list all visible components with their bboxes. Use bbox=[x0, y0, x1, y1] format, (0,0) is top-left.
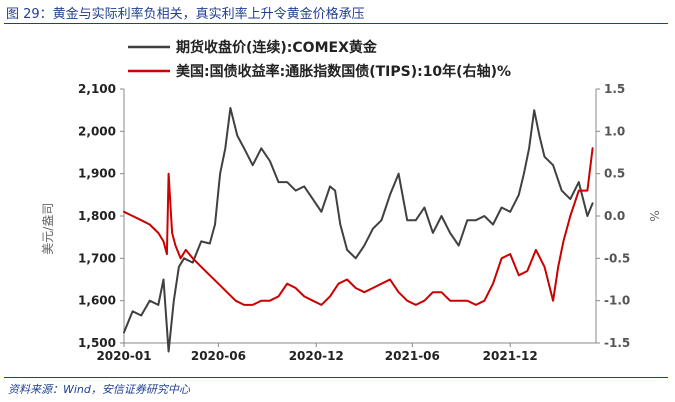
left-tick-label: 2,000 bbox=[78, 124, 116, 138]
right-axis-title: % bbox=[647, 210, 661, 221]
right-tick-label: -0.5 bbox=[604, 251, 630, 265]
left-tick-label: 2,100 bbox=[78, 82, 116, 96]
x-tick-label: 2020-01 bbox=[96, 349, 151, 363]
axes: 1,500 1,600 1,700 1,800 1,900 2,000 2,100 -1.5 -… bbox=[41, 82, 661, 363]
series-line-1 bbox=[123, 107, 594, 353]
left-tick-label: 1,500 bbox=[78, 336, 116, 350]
right-tick-label: -1.5 bbox=[604, 336, 630, 350]
source-note: 资料来源：Wind，安信证券研究中心 bbox=[8, 383, 190, 396]
bottom-rule bbox=[4, 377, 668, 378]
right-tick-label: 1.5 bbox=[604, 82, 625, 96]
left-axis-title: 美元/盎司 bbox=[41, 203, 55, 255]
legend-label-1: 期货收盘价(连续):COMEX黄金 bbox=[176, 39, 378, 56]
top-rule bbox=[4, 23, 668, 24]
x-tick-label: 2020-06 bbox=[191, 349, 246, 363]
series-layer bbox=[123, 107, 594, 353]
x-tick-label: 2021-12 bbox=[483, 349, 538, 363]
left-tick-label: 1,700 bbox=[78, 251, 116, 265]
left-tick-label: 1,900 bbox=[78, 167, 116, 181]
right-tick-label: 0.5 bbox=[604, 167, 625, 181]
left-tick-label: 1,600 bbox=[78, 294, 116, 308]
legend-label-2: 美国:国债收益率:通胀指数国债(TIPS):10年(右轴)% bbox=[176, 63, 511, 80]
x-tick-label: 2021-06 bbox=[385, 349, 440, 363]
right-tick-label: 1.0 bbox=[604, 124, 625, 138]
figure-title: 图 29：黄金与实际利率负相关，真实利率上升令黄金价格承压 bbox=[6, 7, 365, 22]
right-tick-label: -1.0 bbox=[604, 294, 630, 308]
series-line-2 bbox=[123, 147, 594, 306]
left-tick-label: 1,800 bbox=[78, 209, 116, 223]
legend: 期货收盘价(连续):COMEX黄金美国:国债收益率:通胀指数国债(TIPS):1… bbox=[128, 39, 511, 80]
x-tick-label: 2020-12 bbox=[289, 349, 344, 363]
right-tick-label: 0.0 bbox=[604, 209, 625, 223]
